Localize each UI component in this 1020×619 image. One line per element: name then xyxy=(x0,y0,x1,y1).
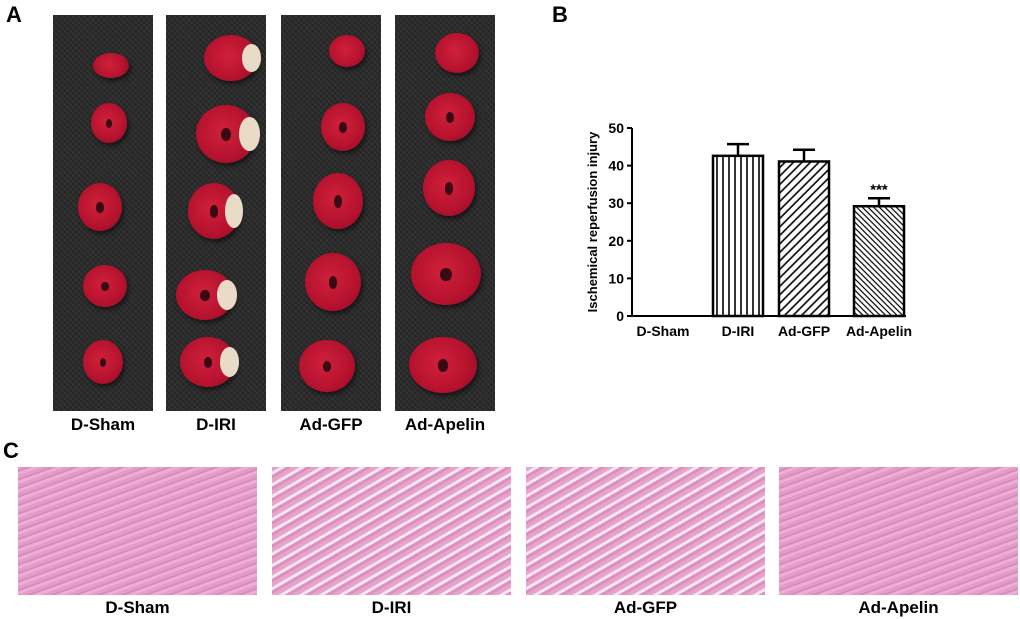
x-tick-label: D-IRI xyxy=(722,323,755,339)
histology-d-sham xyxy=(18,467,257,595)
heart-slice xyxy=(204,35,262,81)
panel-label-c: C xyxy=(3,438,19,463)
heart-slice xyxy=(321,103,365,151)
heart-slice xyxy=(176,270,238,320)
y-tick-label: 20 xyxy=(608,233,624,249)
histology-d-iri xyxy=(272,467,511,595)
heart-slice xyxy=(313,173,363,229)
heart-slice xyxy=(83,265,127,307)
heart-photo-d-sham xyxy=(53,15,153,411)
heart-slice xyxy=(188,183,244,239)
y-tick-label: 10 xyxy=(608,270,624,286)
heart-slice xyxy=(93,53,129,78)
heart-photo-d-iri xyxy=(166,15,266,411)
bar-ad-apelin xyxy=(852,204,906,318)
heart-slice xyxy=(435,33,479,73)
heart-slice xyxy=(78,183,122,231)
x-tick-label: D-Sham xyxy=(637,323,690,339)
y-tick-label: 40 xyxy=(608,158,624,174)
heart-slice xyxy=(425,93,475,141)
histology-ad-gfp xyxy=(526,467,765,595)
bar-chart: 0 10 20 30 40 50 Ischemical reperfusion injury… xyxy=(585,120,912,339)
photo-label-d-sham: D-Sham xyxy=(70,415,136,434)
heart-slice xyxy=(305,253,361,311)
histology-label-d-iri: D-IRI xyxy=(371,598,412,617)
panel-label-b: B xyxy=(552,2,568,27)
heart-photo-ad-gfp xyxy=(281,15,381,411)
bar-d-iri xyxy=(711,154,765,318)
heart-slice xyxy=(299,340,355,392)
heart-slice xyxy=(409,337,477,393)
heart-slice xyxy=(423,160,475,216)
histology-label-d-sham: D-Sham xyxy=(105,598,170,617)
histology-label-ad-gfp: Ad-GFP xyxy=(613,598,678,617)
histology-ad-apelin xyxy=(779,467,1018,595)
x-tick-label: Ad-GFP xyxy=(778,323,830,339)
photo-label-ad-gfp: Ad-GFP xyxy=(299,415,363,434)
y-axis-label: Ischemical reperfusion injury xyxy=(585,131,600,312)
heart-slice xyxy=(91,103,127,143)
heart-slice xyxy=(329,35,365,67)
heart-slice xyxy=(83,340,123,384)
y-tick-label: 0 xyxy=(616,308,624,324)
histology-label-ad-apelin: Ad-Apelin xyxy=(858,598,939,617)
bar-ad-gfp xyxy=(777,160,831,318)
photo-label-d-iri: D-IRI xyxy=(196,415,236,434)
photo-label-ad-apelin: Ad-Apelin xyxy=(404,415,486,434)
panel-label-a: A xyxy=(6,2,22,27)
heart-slice xyxy=(411,243,481,305)
y-tick-label: 50 xyxy=(608,120,624,136)
heart-slice xyxy=(196,105,260,163)
significance-marker: *** xyxy=(870,181,888,198)
y-tick-label: 30 xyxy=(608,195,624,211)
heart-slice xyxy=(180,337,240,387)
x-tick-label: Ad-Apelin xyxy=(846,323,912,339)
heart-photo-ad-apelin xyxy=(395,15,495,411)
